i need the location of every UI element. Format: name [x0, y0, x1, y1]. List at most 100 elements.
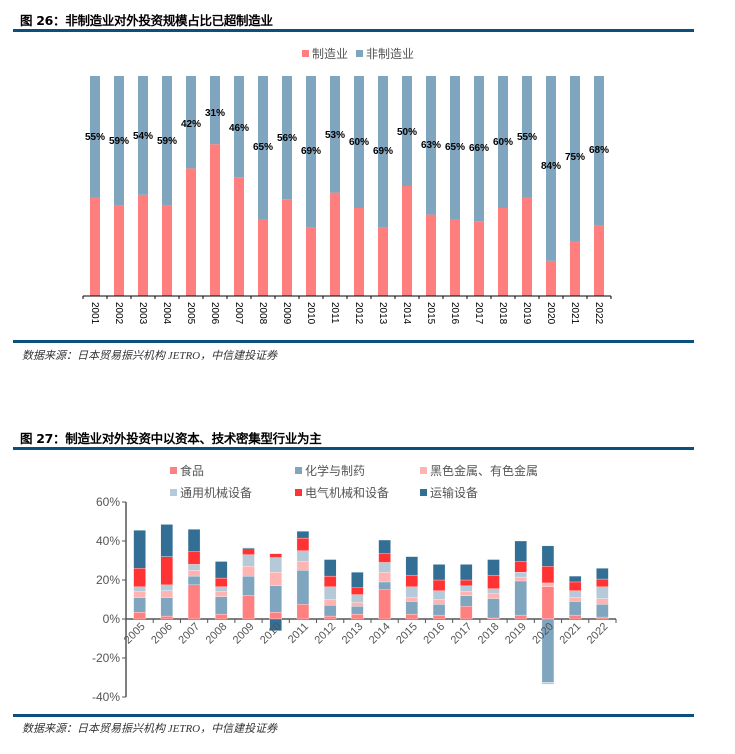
- x-tick-label-2009: 2009: [231, 621, 257, 647]
- bar-segment-2016-0: [432, 614, 446, 620]
- bar-manufacturing-2006: [210, 144, 220, 296]
- data-label-2005: 42%: [181, 119, 201, 130]
- chart-26: 55% 2001 59% 2002 54% 2003 59% 2004 42% 2005 31% 20…: [82, 76, 612, 325]
- bar-segment-2005-2: [133, 591, 146, 598]
- legend-swatch-non-manufacturing: [356, 50, 364, 57]
- data-label-2020: 84%: [541, 161, 561, 172]
- x-tick-label-2019: 2019: [503, 621, 529, 647]
- legend-swatch: [170, 489, 177, 496]
- bar-segment-2010-2: [269, 572, 282, 587]
- bar-segment-2010-5: [269, 618, 282, 631]
- bar-manufacturing-2002: [114, 205, 124, 296]
- bar-non-manufacturing-2003: [138, 76, 148, 195]
- bar-non-manufacturing-2011: [330, 76, 340, 193]
- bar-segment-2015-5: [405, 556, 418, 576]
- bar-segment-2006-4: [160, 556, 173, 586]
- bar-segment-2009-1: [242, 575, 255, 596]
- bar-segment-2006-2: [160, 590, 173, 598]
- x-tick-label-2013: 2013: [340, 621, 366, 647]
- legend-swatch: [170, 467, 177, 474]
- bar-segment-2009-3: [242, 554, 255, 567]
- bar-segment-2012-4: [324, 575, 337, 587]
- bar-segment-2009-5: [242, 547, 255, 549]
- bar-non-manufacturing-2004: [162, 76, 172, 206]
- bar-manufacturing-2003: [138, 194, 148, 296]
- bar-segment-2014-2: [378, 572, 391, 583]
- bar-segment-2012-0: [324, 615, 337, 620]
- bar-segment-2022-1: [596, 604, 609, 618]
- bar-segment-2020-0: [541, 586, 555, 620]
- bar-segment-2005-5: [133, 530, 146, 569]
- x-tick-label-2005: 2005: [185, 302, 196, 325]
- x-tick-label-2006: 2006: [209, 302, 220, 325]
- bar-segment-2020-2: [541, 582, 555, 587]
- figure-27-source-rule: [13, 714, 694, 717]
- chart-27: 60%40%20%0%-20%-40%2005 2006 2007 2008 2009 2…: [92, 495, 617, 704]
- legend-item-5: 运输设备: [420, 484, 478, 501]
- bar-segment-2010-0: [269, 612, 282, 620]
- bar-segment-2012-3: [324, 586, 337, 600]
- bar-manufacturing-2005: [186, 168, 196, 296]
- data-label-2014: 50%: [397, 127, 417, 138]
- bar-segment-2022-4: [596, 578, 609, 587]
- x-tick-label-2014: 2014: [367, 621, 393, 647]
- x-tick-label-2008: 2008: [257, 302, 268, 325]
- bar-non-manufacturing-2013: [378, 76, 388, 228]
- bar-segment-2005-0: [133, 612, 146, 620]
- legend-swatch: [295, 467, 302, 474]
- bar-manufacturing-2013: [378, 227, 388, 296]
- x-tick-label-2019: 2019: [521, 302, 532, 325]
- bar-segment-2008-4: [215, 577, 228, 587]
- legend-label: 黑色金属、有色金属: [430, 464, 539, 478]
- legend-label: 通用机械设备: [180, 486, 253, 500]
- bar-segment-2008-5: [215, 561, 228, 579]
- bar-manufacturing-2017: [474, 221, 484, 296]
- bar-non-manufacturing-2005: [186, 76, 196, 169]
- legend-label-non-manufacturing: 非制造业: [366, 47, 415, 61]
- bar-segment-2014-0: [378, 589, 391, 620]
- bar-segment-2014-1: [378, 581, 391, 590]
- bar-segment-2006-1: [160, 597, 173, 617]
- x-tick-label-2016: 2016: [421, 621, 447, 647]
- bar-segment-2020-4: [541, 566, 555, 584]
- legend-label-manufacturing: 制造业: [312, 47, 349, 61]
- y-tick-label: 0%: [103, 612, 121, 626]
- y-tick-label: 60%: [96, 495, 120, 509]
- bar-segment-2007-4: [187, 551, 201, 565]
- bar-segment-2021-5: [569, 575, 582, 583]
- data-label-2007: 46%: [229, 123, 249, 134]
- legend-swatch: [295, 489, 302, 496]
- legend-item-3: 通用机械设备: [170, 484, 252, 501]
- bar-non-manufacturing-2006: [210, 76, 220, 145]
- data-label-2016: 65%: [445, 142, 465, 153]
- bar-segment-2018-3: [487, 588, 500, 594]
- figure-26-title-rule: [13, 29, 694, 32]
- bar-segment-2007-5: [187, 529, 201, 552]
- chart26-legend: 制造业 非制造业: [302, 45, 414, 62]
- bar-non-manufacturing-2010: [306, 76, 316, 228]
- bar-segment-2017-2: [460, 591, 473, 596]
- bar-segment-2009-4: [242, 548, 255, 555]
- x-tick-label-2003: 2003: [137, 302, 148, 325]
- x-tick-label-2018: 2018: [497, 302, 508, 325]
- bar-non-manufacturing-2014: [402, 76, 412, 186]
- data-label-2013: 69%: [373, 146, 393, 157]
- bar-segment-2008-0: [215, 613, 228, 620]
- bar-segment-2018-5: [487, 559, 500, 576]
- bar-segment-2017-1: [460, 595, 473, 607]
- data-label-2011: 53%: [325, 130, 345, 141]
- bar-segment-2022-3: [596, 586, 609, 599]
- bar-segment-2022-5: [596, 568, 609, 580]
- figure-27-title-rule: [13, 447, 694, 450]
- x-tick-label-2016: 2016: [449, 302, 460, 325]
- bar-non-manufacturing-2021: [570, 76, 580, 241]
- bar-segment-2009-2: [242, 566, 255, 577]
- bar-segment-2022-0: [596, 616, 609, 620]
- bar-segment-2009-0: [242, 595, 255, 620]
- bar-segment-2005-1: [133, 597, 146, 613]
- legend-label: 化学与制药: [305, 464, 366, 478]
- x-tick-label-2021: 2021: [569, 302, 580, 325]
- bar-segment-2018-4: [487, 574, 500, 589]
- data-label-2008: 65%: [253, 142, 273, 153]
- bar-non-manufacturing-2019: [522, 76, 532, 197]
